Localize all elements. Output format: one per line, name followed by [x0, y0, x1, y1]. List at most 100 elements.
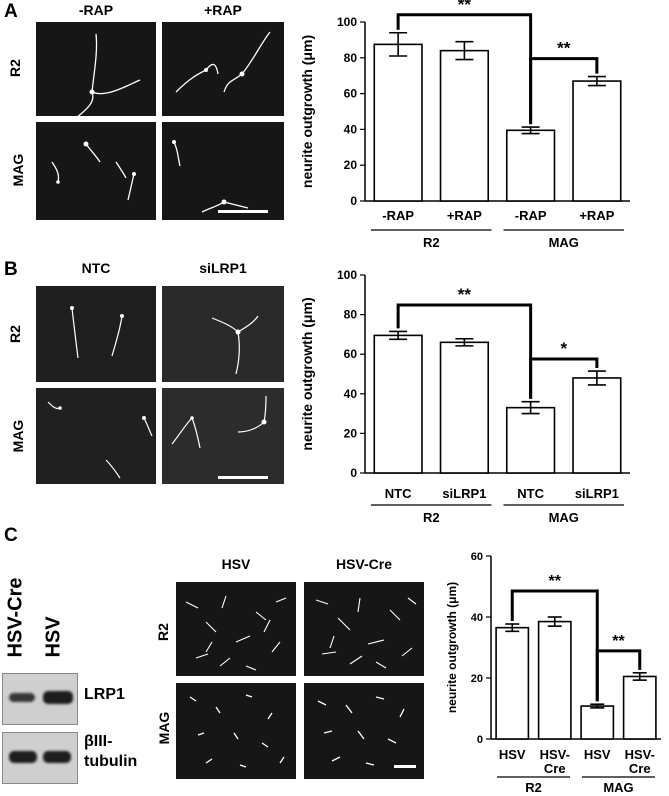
y-tick-label: 0 [350, 194, 357, 208]
panel-letter-b: B [4, 259, 18, 280]
group-label: MAG [603, 780, 633, 795]
significance-label: ** [458, 0, 472, 14]
significance-label: ** [612, 633, 625, 650]
row-label-r2: R2 [7, 325, 23, 343]
micrograph-c-mag-hsv-cre [304, 683, 424, 779]
micrograph-a-mag-minus-rap [36, 122, 156, 220]
bar [622, 675, 657, 740]
row-label-mag: MAG [10, 153, 26, 187]
category-label: -RAP [382, 208, 414, 223]
micrograph-a-r2-plus-rap [162, 22, 284, 116]
significance-label: * [560, 339, 567, 358]
y-tick-label: 40 [344, 122, 358, 136]
scale-bar [218, 210, 268, 213]
y-axis-label: neurite outgrowth (μm) [299, 297, 315, 450]
y-tick-label: 100 [337, 268, 357, 282]
bar [572, 377, 622, 474]
significance-label: ** [557, 39, 571, 58]
category-label: NTC [517, 486, 544, 501]
micrograph-c-r2-hsv [176, 582, 296, 676]
scale-bar [394, 765, 416, 768]
chart-b: 0 20 40 60 80 100 neurite outgrowth (μm) NTC siL… [299, 268, 630, 524]
col-header-silrp1: siLRP1 [199, 260, 247, 276]
micrograph-b-r2-ntc [36, 286, 156, 382]
row-label-mag: MAG [156, 711, 172, 745]
blot-lane-label-hsv: HSV [42, 616, 65, 658]
category-label: HSV- [540, 747, 570, 762]
col-header-hsv-cre: HSV-Cre [335, 556, 393, 572]
category-label: Cre [544, 761, 566, 776]
category-label: -RAP [515, 208, 547, 223]
bar [572, 80, 622, 202]
y-tick-label: 40 [471, 612, 483, 624]
blot-label-tubulin: tubulin [84, 753, 138, 770]
panel-letter-a: A [4, 1, 18, 22]
significance-bracket [529, 57, 599, 125]
chart-a: 0 20 40 60 80 100 neurite outgrowth (μm) -RAP +R… [299, 0, 630, 250]
blot-label-lrp1: LRP1 [84, 686, 125, 703]
group-label: MAG [549, 510, 579, 524]
micrograph-a-r2-minus-rap [36, 22, 156, 116]
micrograph-c-mag-hsv [176, 683, 296, 779]
col-header-minus-rap: -RAP [78, 2, 114, 18]
significance-bracket [529, 357, 599, 399]
y-tick-label: 100 [337, 15, 357, 29]
significance-bracket [595, 649, 642, 702]
y-tick-label: 20 [344, 426, 358, 440]
bar [373, 334, 423, 474]
category-label: +RAP [447, 208, 482, 223]
category-label: +RAP [579, 208, 614, 223]
blot-lane-label-hsv-cre: HSV-Cre [4, 577, 27, 658]
significance-bracket [510, 589, 599, 702]
bar [537, 620, 572, 740]
micrograph-a-mag-plus-rap [162, 122, 284, 220]
bar [580, 705, 615, 740]
panel-letter-c: C [4, 525, 18, 546]
category-label: NTC [385, 486, 412, 501]
significance-bracket [396, 303, 533, 399]
western-blot-tubulin [2, 732, 78, 784]
group-label: R2 [423, 235, 440, 250]
y-tick-label: 60 [344, 87, 358, 101]
col-header-ntc: NTC [81, 260, 111, 276]
blot-lane-label-wrap-2: HSV [40, 540, 68, 660]
col-header-hsv: HSV [221, 556, 251, 572]
micrograph-b-mag-ntc [36, 388, 156, 484]
group-label: R2 [423, 510, 440, 524]
significance-label: ** [549, 573, 562, 590]
y-tick-label: 60 [471, 551, 483, 563]
bar [505, 129, 556, 202]
group-label: R2 [525, 780, 542, 795]
blot-label-biii: βIII- [84, 733, 113, 750]
scale-bar [218, 476, 268, 479]
y-tick-label: 60 [344, 347, 358, 361]
y-tick-label: 80 [344, 308, 358, 322]
category-label: Cre [629, 761, 651, 776]
blot-lane-label-wrap-1: HSV-Cre [2, 540, 30, 660]
row-label-r2: R2 [7, 59, 23, 77]
y-tick-label: 0 [477, 734, 483, 746]
y-tick-label: 0 [350, 466, 357, 480]
significance-label: ** [458, 285, 472, 304]
micrograph-c-r2-hsv-cre [304, 582, 424, 676]
y-tick-label: 20 [471, 673, 483, 685]
y-tick-label: 40 [344, 387, 358, 401]
bar [439, 341, 490, 474]
row-label-mag: MAG [10, 419, 26, 453]
y-axis-label: neurite outgrowth (μm) [445, 582, 459, 713]
y-tick-label: 80 [344, 51, 358, 65]
category-label: siLRP1 [575, 486, 619, 501]
group-label: MAG [549, 235, 579, 250]
bar [439, 49, 490, 202]
micrograph-b-mag-silrp1 [162, 388, 284, 484]
western-blot-lrp1 [2, 673, 78, 725]
category-label: HSV [584, 747, 611, 762]
row-label-r2: R2 [155, 623, 171, 641]
category-label: HSV [499, 747, 526, 762]
category-label: HSV- [625, 747, 655, 762]
bar [505, 406, 556, 474]
micrograph-b-r2-silrp1 [162, 286, 284, 382]
category-label: siLRP1 [442, 486, 486, 501]
bar [495, 626, 530, 740]
